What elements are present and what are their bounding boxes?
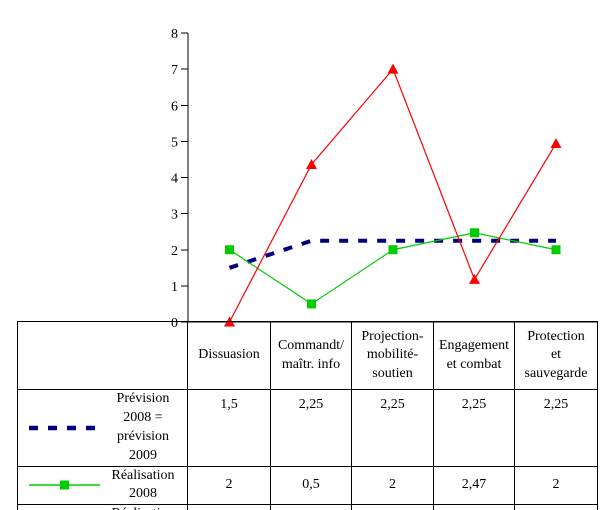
svg-text:5: 5 [171,135,178,150]
value-cell: 2 [187,465,271,506]
value-cell: 7 [351,504,434,510]
category-header-dissuasion: Dissuasion [187,321,271,390]
value-cell: 2,25 [270,389,352,467]
legend-label-realisation-2009: Réalisation 2009 [102,506,184,510]
chart-data-table: Dissuasion Commandt/ maîtr. info Project… [17,321,598,510]
table-corner-spacer [17,321,188,390]
svg-text:8: 8 [171,27,178,42]
legend-dashed-line-swatch [29,425,100,431]
svg-text:6: 6 [171,99,178,114]
value-cell: 1,18 [433,504,515,510]
value-cell: 2,25 [433,389,515,467]
value-cell: 1,5 [187,389,271,467]
value-cell: 2,25 [351,389,434,467]
svg-text:7: 7 [171,63,178,78]
value-cell: 2,47 [433,465,515,506]
legend-square-marker-swatch [29,480,100,490]
legend-item-realisation-2009: Réalisation 2009 [17,504,188,510]
value-cell: 2 [514,465,598,506]
category-header-engagement: Engagement et combat [433,321,515,390]
category-header-protection: Protection et sauvegarde [514,321,598,390]
value-cell: 2 [351,465,434,506]
value-cell: 4,36 [270,504,352,510]
series-row-realisation-2009: Réalisation 2009 0 4,36 7 1,18 4,94 [17,504,598,510]
value-cell: 4,94 [514,504,598,510]
series-row-realisation-2008: Réalisation 2008 2 0,5 2 2,47 2 [17,465,598,506]
series-row-prevision: Prévision 2008 = prévision 2009 1,5 2,25… [17,389,598,467]
value-cell: 2,25 [514,389,598,467]
category-header-projection: Projection- mobilité- soutien [351,321,434,390]
svg-text:3: 3 [171,208,178,223]
svg-text:2: 2 [171,244,178,259]
svg-text:4: 4 [171,172,178,187]
legend-item-realisation-2008: Réalisation 2008 [17,465,188,506]
legend-item-prevision: Prévision 2008 = prévision 2009 [17,389,188,467]
value-cell: 0,5 [270,465,352,506]
value-cell: 0 [187,504,271,510]
category-header-commandement: Commandt/ maîtr. info [270,321,352,390]
category-header-row: Dissuasion Commandt/ maîtr. info Project… [17,321,598,390]
legend-label-realisation-2008: Réalisation 2008 [111,467,175,502]
svg-text:1: 1 [171,280,178,295]
legend-label-prevision: Prévision 2008 = prévision 2009 [116,391,170,463]
